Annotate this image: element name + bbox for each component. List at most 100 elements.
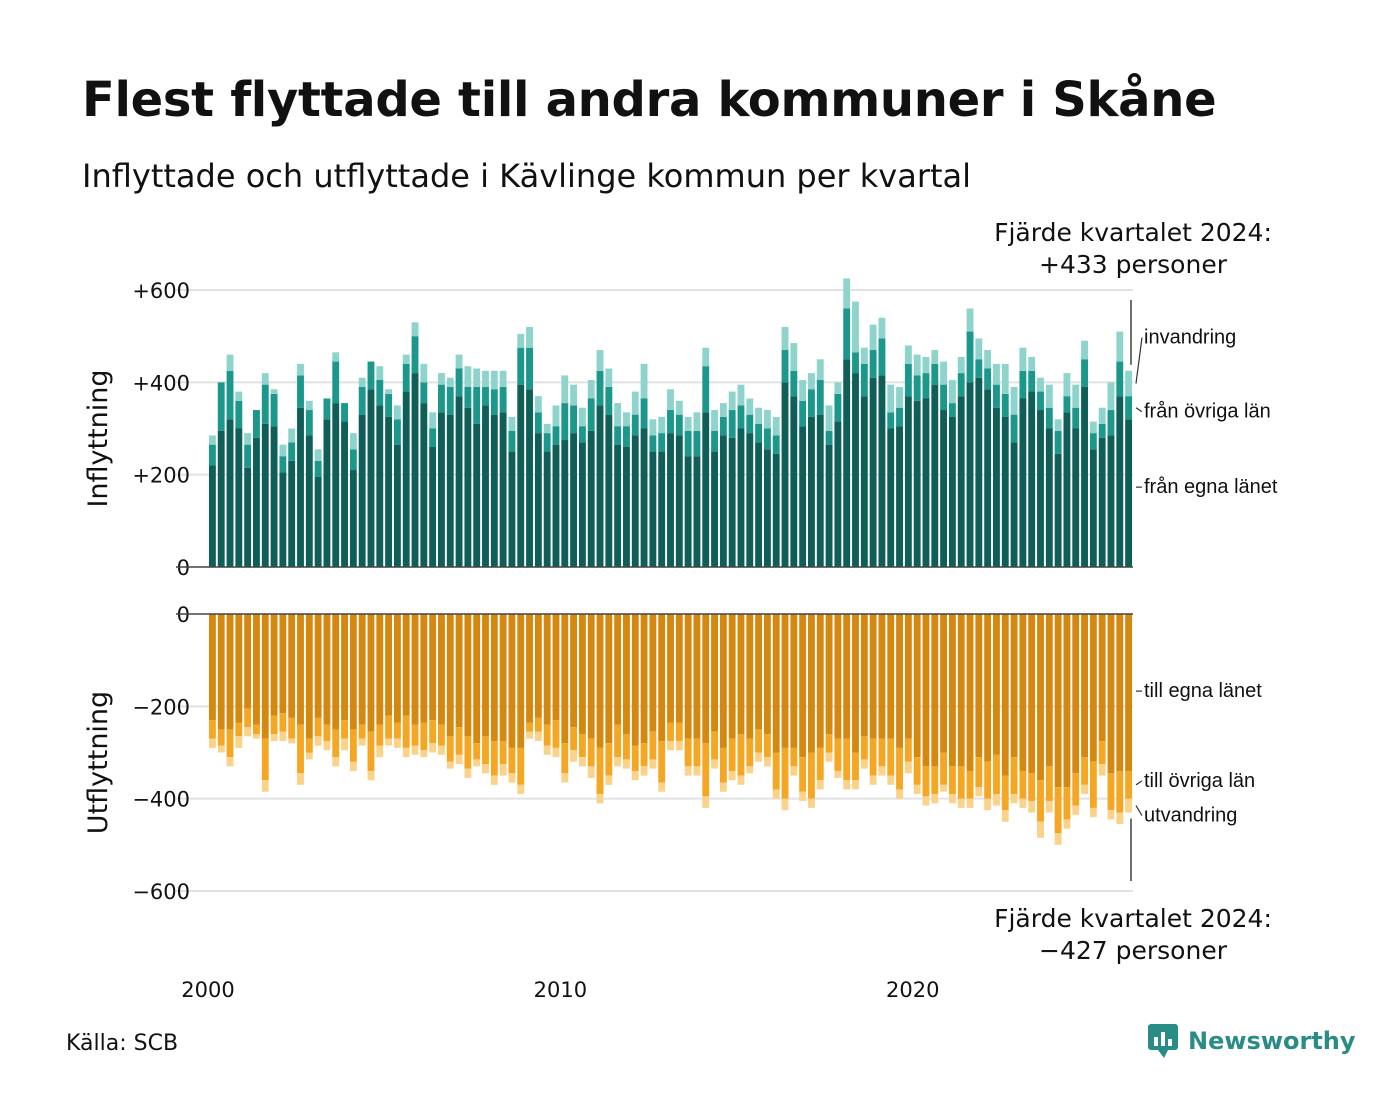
outflow-bar-segment	[790, 747, 798, 767]
outflow-bar-segment	[790, 766, 798, 776]
outflow-bar-segment	[631, 770, 639, 781]
inflow-bar-segment	[711, 451, 718, 567]
outflow-bar-segment	[605, 775, 613, 785]
outflow-bar-segment	[649, 759, 657, 769]
inflow-bar-segment	[860, 347, 868, 364]
inflow-bar-segment	[843, 359, 851, 567]
inflow-bar-segment	[984, 389, 992, 567]
outflow-bar-segment	[349, 729, 357, 762]
inflow-bar-segment	[499, 412, 507, 567]
inflow-bar-segment	[623, 446, 630, 567]
inflow-bar-segment	[755, 407, 763, 424]
inflow-bar-segment	[957, 373, 965, 397]
inflow-bar-segment	[711, 430, 718, 452]
inflow-bar-segment	[332, 352, 340, 362]
inflow-bar-segment	[314, 460, 322, 477]
outflow-bar-segment	[984, 798, 992, 811]
outflow-bar-segment	[305, 752, 313, 760]
outflow-bar-segment	[667, 722, 674, 741]
outflow-bar-segment	[332, 729, 340, 758]
inflow-bar-segment	[975, 377, 983, 567]
inflow-bar-segment	[966, 382, 974, 567]
outflow-bar-segment	[1098, 740, 1106, 765]
outflow-bar-segment	[393, 722, 401, 739]
outflow-bar-segment	[393, 614, 401, 723]
outflow-bar-segment	[446, 736, 454, 762]
inflow-bar-segment	[596, 405, 604, 567]
outflow-bar-segment	[217, 745, 225, 753]
outflow-bar-segment	[1072, 614, 1080, 774]
outflow-bar-segment	[578, 757, 586, 767]
inflow-bar-segment	[623, 412, 630, 427]
outflow-bar-segment	[693, 614, 701, 739]
outflow-bar-segment	[508, 773, 516, 783]
inflow-bar-segment	[349, 433, 357, 450]
outflow-bar-segment	[490, 614, 498, 741]
outflow-bar-segment	[1037, 614, 1044, 781]
inflow-bar-segment	[596, 350, 604, 371]
outflow-bar-segment	[966, 798, 974, 808]
outflow-bar-segment	[482, 764, 489, 774]
inflow-bar-segment	[438, 412, 445, 567]
inflow-bar-segment	[534, 412, 542, 434]
inflow-bar-segment	[631, 391, 639, 415]
outflow-bar-segment	[746, 766, 754, 774]
outflow-bar-segment	[640, 766, 648, 776]
outflow-bar-segment	[1037, 821, 1044, 838]
inflow-bar-segment	[288, 428, 296, 443]
outflow-bar-segment	[244, 708, 252, 728]
inflow-bar-segment	[728, 437, 736, 567]
outflow-bar-segment	[411, 745, 419, 755]
outflow-bar-segment	[878, 766, 886, 776]
outflow-bar-segment	[455, 614, 463, 728]
outflow-bar-segment	[702, 743, 710, 797]
inflow-bar-segment	[658, 451, 666, 567]
inflow-bar-segment	[305, 400, 313, 411]
chart-subtitle: Inflyttade och utflyttade i Kävlinge kom…	[82, 157, 972, 195]
inflow-bar-segment	[702, 347, 710, 367]
outflow-bar-segment	[1072, 773, 1080, 806]
inflow-bar-segment	[1089, 421, 1097, 434]
inflow-bar-segment	[578, 442, 586, 567]
inflow-bar-segment	[737, 428, 745, 567]
brand-logo[interactable]: Newsworthy	[1148, 1024, 1356, 1058]
inflow-bar-segment	[614, 444, 622, 567]
inflow-bar-segment	[631, 435, 639, 567]
outflow-bar-segment	[931, 766, 939, 795]
outflow-bar-segment	[455, 754, 463, 765]
outflow-bar-segment	[385, 738, 393, 746]
outflow-bar-segment	[878, 614, 886, 739]
outflow-bar-segment	[402, 747, 410, 758]
inflow-bar-segment	[975, 338, 983, 360]
outflow-bar-segment	[1089, 807, 1097, 818]
outflow-bar-segment	[253, 734, 260, 739]
inflow-bar-segment	[288, 442, 296, 461]
y-axis-title-outflow: Utflyttning	[83, 691, 114, 834]
outflow-bar-segment	[314, 614, 322, 718]
outflow-bar-segment	[499, 764, 507, 776]
outflow-bar-segment	[438, 745, 445, 755]
bottom-annotation-line1: Fjärde kvartalet 2024:	[994, 904, 1272, 933]
inflow-bar-segment	[755, 442, 763, 567]
outflow-bar-segment	[226, 614, 234, 730]
inflow-bar-segment	[896, 407, 903, 427]
inflow-bar-segment	[1054, 453, 1062, 567]
inflow-bar-segment	[297, 375, 304, 408]
outflow-bar-segment	[490, 740, 498, 776]
inflow-bar-segment	[279, 472, 287, 567]
outflow-bar-segment	[1089, 614, 1097, 762]
inflow-bar-segment	[1045, 428, 1053, 567]
inflow-bar-segment	[878, 317, 886, 339]
inflow-bar-segment	[279, 444, 287, 457]
outflow-bar-segment	[420, 750, 428, 758]
outflow-bar-segment	[217, 614, 225, 730]
inflow-bar-segment	[1072, 407, 1080, 429]
inflow-bar-segment	[852, 352, 859, 374]
outflow-bar-segment	[473, 743, 481, 760]
outflow-bar-segment	[684, 614, 692, 739]
inflow-bar-segment	[799, 400, 807, 427]
x-tick-label: 2010	[534, 978, 587, 1002]
inflow-bar-segment	[763, 449, 771, 567]
inflow-bar-segment	[385, 393, 393, 417]
outflow-bar-segment	[852, 614, 859, 753]
